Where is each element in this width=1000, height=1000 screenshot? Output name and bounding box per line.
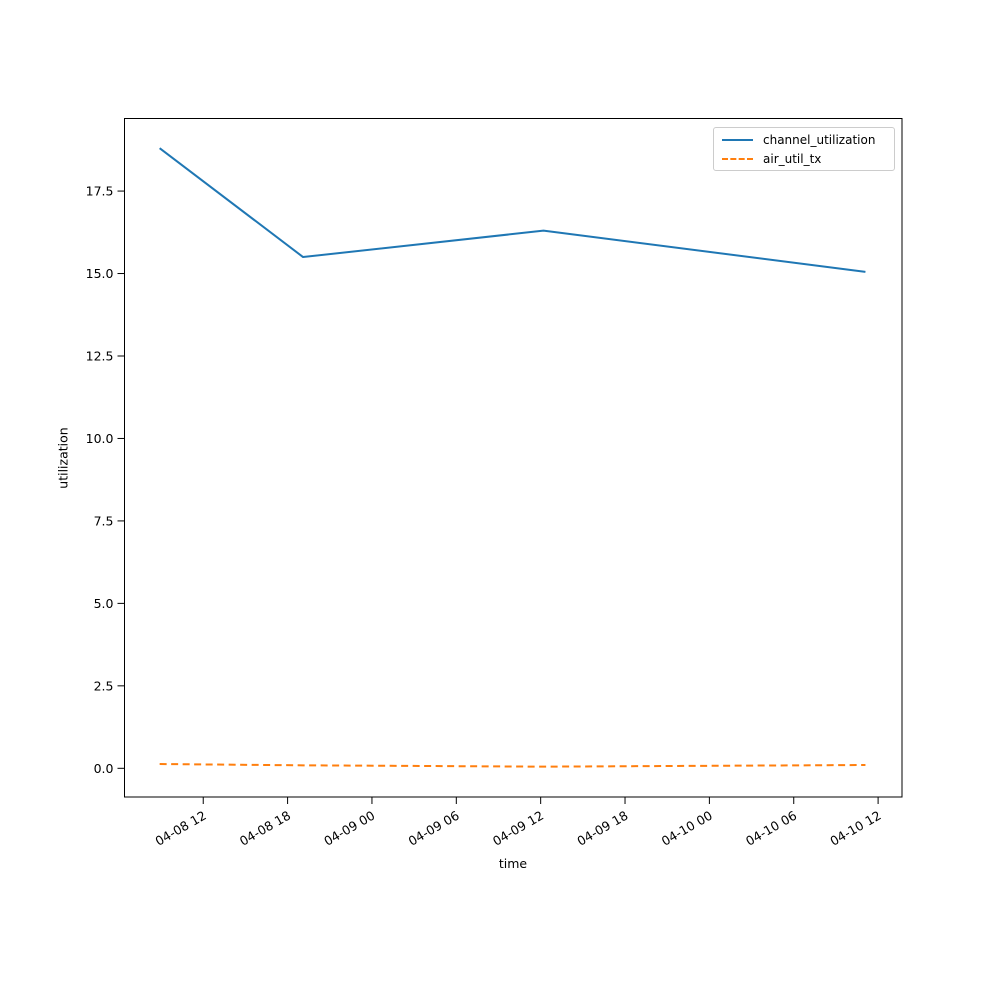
y-tick-label: 7.5	[94, 513, 114, 528]
y-axis-label: utilization	[55, 427, 71, 489]
y-tick-label: 2.5	[94, 678, 114, 693]
x-tick-label: 04-08 18	[237, 808, 293, 849]
y-tick-label: 17.5	[86, 184, 114, 199]
legend: channel_utilization air_util_tx	[713, 127, 895, 171]
legend-item-air-util-tx: air_util_tx	[722, 151, 886, 166]
x-tick-label: 04-09 12	[490, 808, 546, 849]
y-tick-label: 15.0	[86, 266, 114, 281]
x-tick-label: 04-09 06	[406, 808, 462, 849]
x-tick-label: 04-10 12	[827, 808, 883, 849]
x-tick-label: 04-09 00	[321, 808, 377, 849]
plot-area	[124, 118, 903, 798]
y-tick-label: 10.0	[86, 431, 114, 446]
legend-label: channel_utilization	[763, 132, 876, 147]
legend-line-sample-solid	[722, 138, 753, 141]
y-tick-label: 0.0	[94, 761, 114, 776]
x-tick-label: 04-09 18	[574, 808, 630, 849]
x-tick-label: 04-10 06	[743, 808, 799, 849]
legend-line-sample-dashed	[722, 157, 753, 160]
x-axis-label: time	[498, 856, 528, 871]
y-tick-label: 12.5	[86, 348, 114, 363]
series-line-channel_utilization	[159, 147, 866, 273]
x-tick-label: 04-10 00	[659, 808, 715, 849]
x-tick-label: 04-08 12	[153, 808, 209, 849]
y-tick-label: 5.0	[94, 596, 114, 611]
legend-item-channel-utilization: channel_utilization	[722, 132, 886, 147]
legend-label: air_util_tx	[763, 151, 822, 166]
series-line-air_util_tx	[159, 763, 866, 768]
